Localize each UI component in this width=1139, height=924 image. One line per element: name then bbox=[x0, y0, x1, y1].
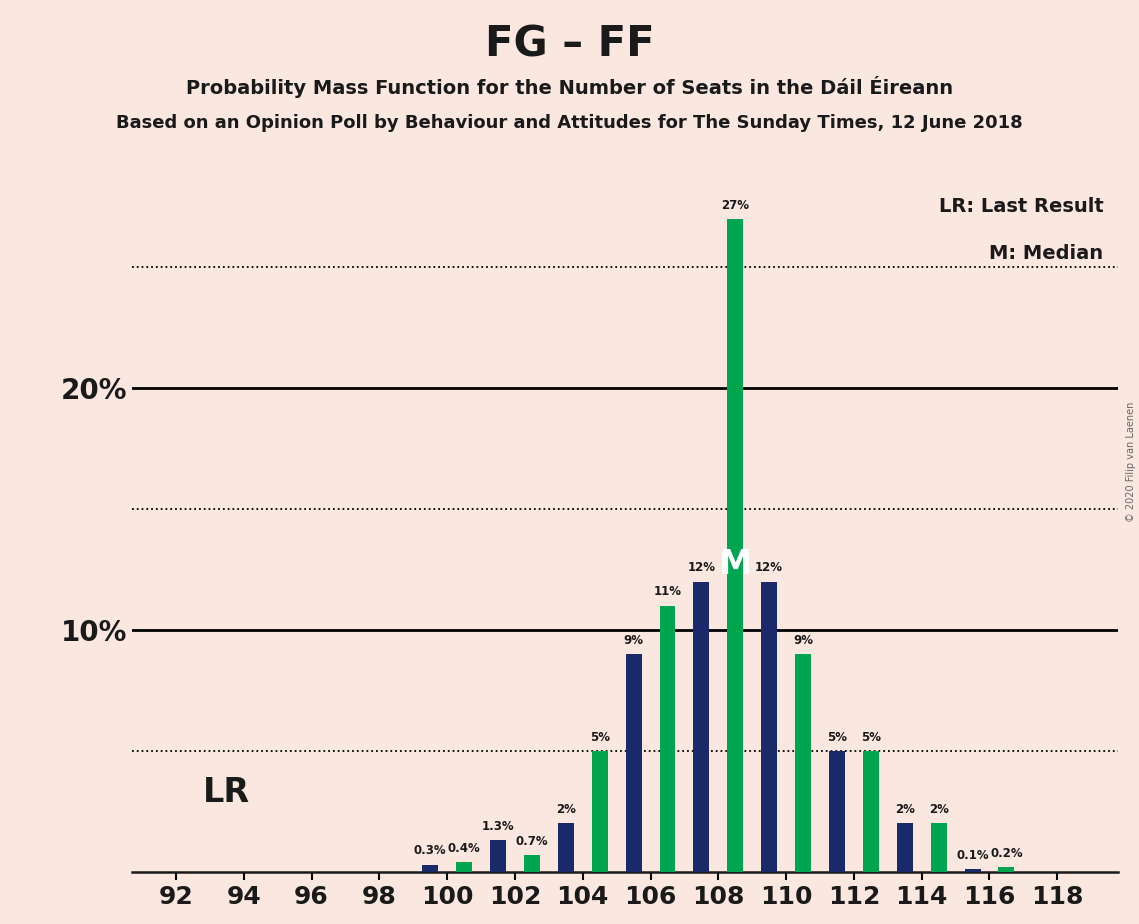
Bar bbox=[795, 654, 811, 872]
Bar bbox=[896, 823, 912, 872]
Text: 0.7%: 0.7% bbox=[516, 834, 548, 847]
Bar bbox=[931, 823, 947, 872]
Text: 12%: 12% bbox=[755, 561, 784, 575]
Bar bbox=[728, 219, 744, 872]
Text: 1.3%: 1.3% bbox=[482, 821, 515, 833]
Text: 5%: 5% bbox=[590, 731, 609, 744]
Text: 11%: 11% bbox=[654, 586, 681, 599]
Text: 5%: 5% bbox=[861, 731, 880, 744]
Text: 2%: 2% bbox=[556, 803, 575, 816]
Bar bbox=[761, 581, 777, 872]
Bar bbox=[456, 862, 472, 872]
Text: FG – FF: FG – FF bbox=[485, 23, 654, 65]
Bar bbox=[694, 581, 710, 872]
Bar bbox=[659, 606, 675, 872]
Text: M: M bbox=[719, 548, 752, 581]
Bar bbox=[423, 865, 439, 872]
Text: 0.4%: 0.4% bbox=[448, 842, 481, 855]
Text: 12%: 12% bbox=[687, 561, 715, 575]
Text: LR: LR bbox=[203, 776, 251, 808]
Text: 0.1%: 0.1% bbox=[957, 849, 989, 862]
Bar bbox=[863, 751, 879, 872]
Bar bbox=[558, 823, 574, 872]
Text: M: Median: M: Median bbox=[990, 244, 1104, 263]
Text: 0.3%: 0.3% bbox=[413, 845, 446, 857]
Bar bbox=[592, 751, 607, 872]
Text: Probability Mass Function for the Number of Seats in the Dáil Éireann: Probability Mass Function for the Number… bbox=[186, 76, 953, 98]
Text: 27%: 27% bbox=[721, 199, 749, 212]
Text: © 2020 Filip van Laenen: © 2020 Filip van Laenen bbox=[1125, 402, 1136, 522]
Bar bbox=[829, 751, 845, 872]
Text: 2%: 2% bbox=[895, 803, 915, 816]
Bar bbox=[625, 654, 641, 872]
Bar bbox=[965, 869, 981, 872]
Bar bbox=[999, 867, 1015, 872]
Text: 9%: 9% bbox=[623, 634, 644, 647]
Text: Based on an Opinion Poll by Behaviour and Attitudes for The Sunday Times, 12 Jun: Based on an Opinion Poll by Behaviour an… bbox=[116, 114, 1023, 131]
Text: 9%: 9% bbox=[793, 634, 813, 647]
Bar bbox=[490, 840, 506, 872]
Text: LR: Last Result: LR: Last Result bbox=[939, 197, 1104, 216]
Bar bbox=[524, 855, 540, 872]
Text: 2%: 2% bbox=[928, 803, 949, 816]
Text: 5%: 5% bbox=[827, 731, 847, 744]
Text: 0.2%: 0.2% bbox=[990, 846, 1023, 859]
